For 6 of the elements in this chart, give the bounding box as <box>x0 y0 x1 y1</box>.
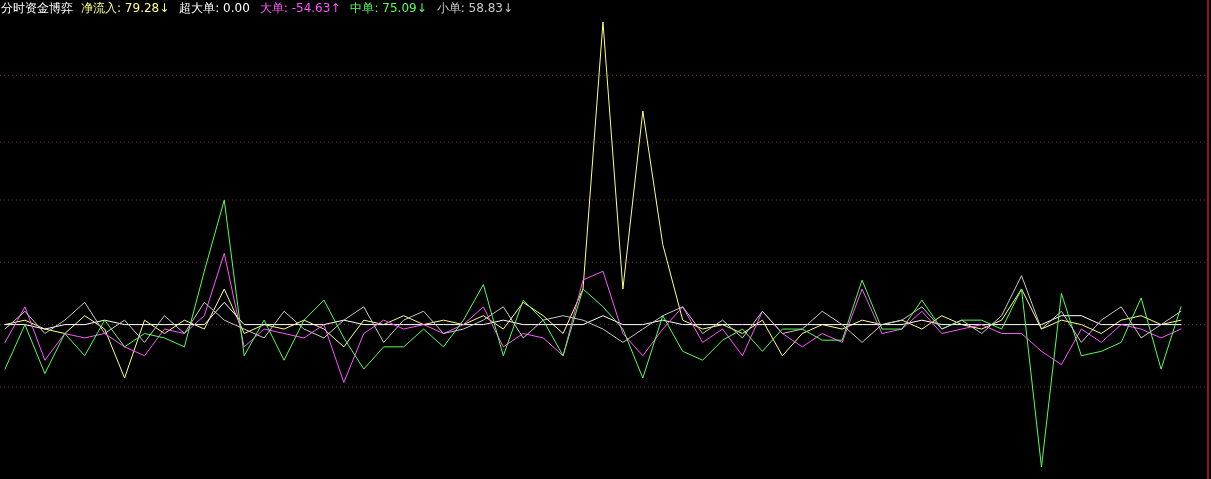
text: 净流入: 79.28↓ <box>81 1 170 15</box>
text: 小单: 58.83↓ <box>436 1 513 15</box>
text: 大单: -54.63↑ <box>259 1 341 15</box>
text: 中单: 75.09↓ <box>350 1 427 15</box>
text: 超大单: 0.00 <box>179 1 250 15</box>
chart-title: 分时资金博弈 <box>1 1 73 15</box>
